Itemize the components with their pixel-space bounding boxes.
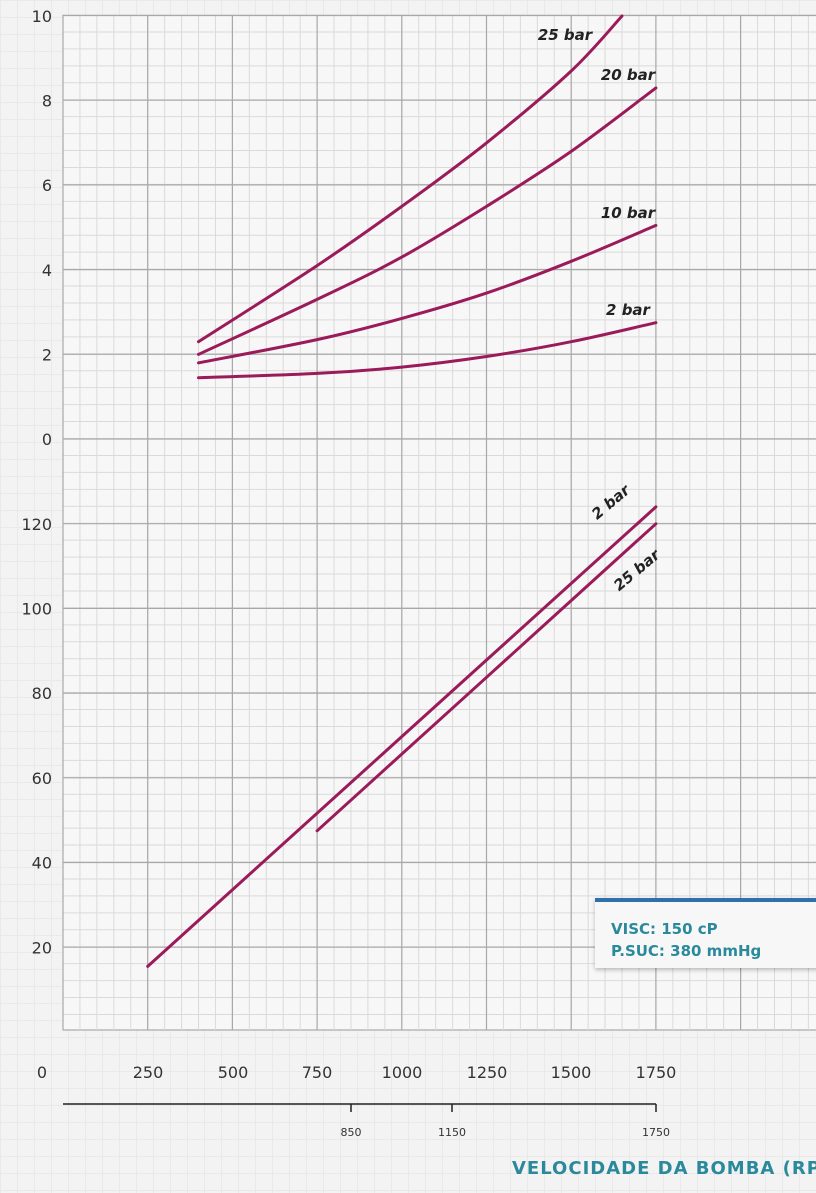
curve-label-upper: 20 bar xyxy=(601,66,657,84)
curve-lower-2-bar xyxy=(146,505,658,968)
y-tick-upper: 2 xyxy=(42,345,52,364)
x-tick: 1250 xyxy=(467,1063,508,1082)
curve-label-upper: 25 bar xyxy=(538,26,594,44)
curve-label-upper: 2 bar xyxy=(606,301,652,319)
conditions-info-box: VISC: 150 cP P.SUC: 380 mmHg xyxy=(595,898,816,968)
grid xyxy=(62,14,816,1030)
x-tick: 250 xyxy=(133,1063,164,1082)
curve-upper-10-bar xyxy=(197,223,658,365)
x-tick: 1000 xyxy=(382,1063,423,1082)
y-tick-lower: 60 xyxy=(32,769,52,788)
x-tick-secondary: 1750 xyxy=(642,1126,670,1139)
x-tick: 500 xyxy=(218,1063,249,1082)
y-tick-upper: 8 xyxy=(42,92,52,111)
curve-label-upper: 10 bar xyxy=(601,204,657,222)
viscosity-label: VISC: 150 cP xyxy=(611,920,718,938)
curve-upper-2-bar xyxy=(197,321,658,380)
y-tick-lower: 100 xyxy=(21,600,52,619)
x-tick-secondary: 1150 xyxy=(438,1126,466,1139)
y-tick-upper: 0 xyxy=(42,430,52,449)
x-tick: 1750 xyxy=(636,1063,677,1082)
x-tick-secondary: 850 xyxy=(341,1126,362,1139)
x-axis-title: VELOCIDADE DA BOMBA (RPM xyxy=(512,1158,816,1179)
secondary-x-axis: 850 1150 1750 xyxy=(63,1103,670,1139)
x-tick: 750 xyxy=(302,1063,333,1082)
y-tick-lower: 120 xyxy=(21,515,52,534)
y-tick-upper: 10 xyxy=(32,7,52,26)
x-tick: 1500 xyxy=(551,1063,592,1082)
y-tick-lower: 40 xyxy=(32,854,52,873)
y-tick-lower: 20 xyxy=(32,938,52,957)
suction-pressure-label: P.SUC: 380 mmHg xyxy=(611,942,762,960)
y-tick-upper: 6 xyxy=(42,176,52,195)
y-tick-upper: 4 xyxy=(42,261,52,280)
curves xyxy=(146,14,658,968)
curve-upper-25-bar xyxy=(197,14,624,344)
curve-lower-25-bar xyxy=(315,522,658,833)
curve-upper-20-bar xyxy=(197,86,658,356)
x-tick: 0 xyxy=(37,1063,47,1082)
y-tick-lower: 80 xyxy=(32,684,52,703)
